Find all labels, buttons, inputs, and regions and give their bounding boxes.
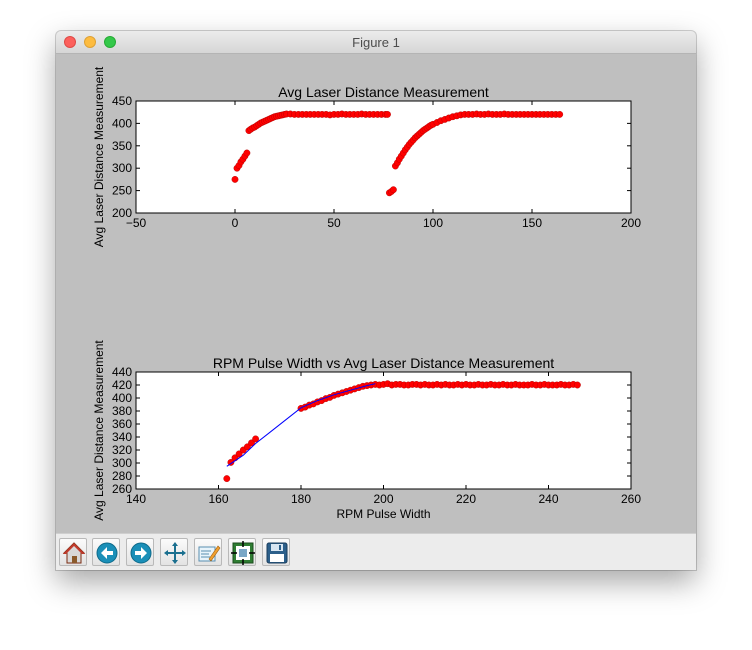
x-tick-label: 260 [621,492,641,506]
y-tick-label: 360 [112,417,132,431]
y-tick-label: 420 [112,378,132,392]
data-point [384,111,391,118]
minimize-window-button[interactable] [84,36,96,48]
close-window-button[interactable] [64,36,76,48]
window-title: Figure 1 [352,35,400,50]
data-point [252,435,260,443]
pan-button[interactable] [160,538,188,566]
figure-canvas[interactable]: −50 0 50 100 150 200 200 250 300 350 400 450 Avg Las… [56,54,696,533]
x-tick-label: −50 [126,216,147,230]
y-tick-label: 300 [112,161,132,175]
y-tick-label: 200 [112,206,132,220]
y-axis-label: Avg Laser Distance Measurement [92,66,106,247]
home-icon [62,542,86,564]
title-bar[interactable]: Figure 1 [56,31,696,54]
y-tick-label: 320 [112,443,132,457]
floppy-disk-icon [266,542,288,564]
data-point [248,439,255,447]
data-point [389,186,397,194]
data-point [223,475,231,482]
axes-frame [135,100,632,214]
x-tick-label: 180 [291,492,311,506]
x-tick-label: 200 [373,492,393,506]
x-tick-label: 140 [126,492,146,506]
axes-background [136,372,631,489]
edit-pencil-icon [198,545,221,562]
data-point [231,176,239,183]
y-tick-label: 350 [112,139,132,153]
y-tick-label: 280 [112,469,132,483]
x-tick-label: 100 [423,216,443,230]
edit-curves-button[interactable] [194,538,222,566]
navigation-toolbar [56,533,696,570]
y-tick-label: 260 [112,482,132,496]
data-point [235,450,243,458]
subplots-icon [231,541,255,565]
back-button[interactable] [92,538,120,566]
data-point [227,458,235,466]
chart-title: Avg Laser Distance Measurement [278,84,489,100]
x-tick-label: 240 [538,492,558,506]
save-button[interactable] [262,538,290,566]
x-tick-label: 50 [327,216,341,230]
y-tick-label: 450 [112,94,132,108]
forward-arrow-icon [130,542,152,564]
data-point [243,149,251,157]
y-tick-label: 440 [112,365,132,379]
y-tick-label: 400 [112,116,132,130]
back-arrow-icon [96,542,118,564]
forward-button[interactable] [126,538,154,566]
y-tick-label: 250 [112,184,132,198]
y-axis-label: Avg Laser Distance Measurement [92,340,106,521]
x-tick-label: 200 [621,216,641,230]
x-tick-label: 160 [208,492,228,506]
y-tick-label: 300 [112,456,132,470]
y-tick-label: 400 [112,391,132,405]
x-tick-label: 0 [232,216,239,230]
pan-move-icon [164,542,186,564]
y-tick-label: 340 [112,430,132,444]
data-point [574,381,581,389]
fit-line [226,383,376,467]
x-tick-label: 220 [456,492,476,506]
x-axis-label: RPM Pulse Width [336,507,430,521]
maximize-window-button[interactable] [104,36,116,48]
axes-background [136,101,631,213]
home-button[interactable] [59,538,87,566]
configure-subplots-button[interactable] [228,538,256,566]
y-tick-label: 380 [112,404,132,418]
figure-window: Figure 1 −50 0 50 100 150 200 200 250 300 350 400 4… [56,31,696,570]
chart-title: RPM Pulse Width vs Avg Laser Distance Me… [213,355,554,371]
data-point [556,111,564,118]
x-tick-label: 150 [522,216,542,230]
